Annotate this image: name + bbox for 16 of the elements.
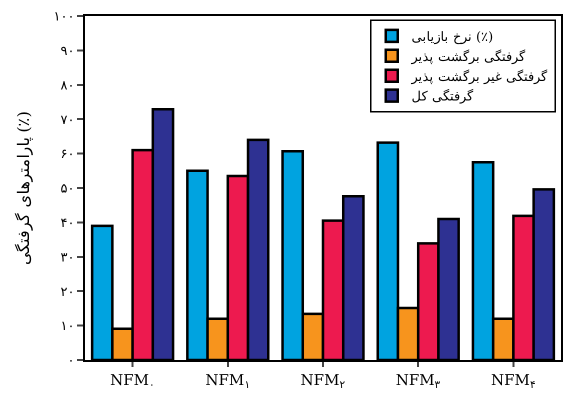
y-tick-label: ۰ — [67, 354, 74, 369]
y-tick-label: ۶۰ — [60, 147, 74, 162]
y-tick-label: ۱۰۰ — [53, 10, 74, 25]
y-tick-label: ۴۰ — [60, 216, 74, 231]
y-tick-label: ۵۰ — [60, 182, 74, 197]
y-tick-label: ۸۰ — [60, 78, 74, 94]
y-axis-title: پارامترهای گرفتگی (٪) — [14, 111, 33, 265]
legend-label: گرفتگی کل — [412, 88, 474, 105]
legend-label: گرفتگی برگشت پذیر — [410, 48, 526, 65]
y-tick-label: ۳۰ — [60, 250, 74, 266]
legend-label: گرفتگی غیر برگشت پذیر — [410, 68, 548, 85]
y-tick-label: ۷۰ — [60, 112, 74, 128]
y-tick-label: ۹۰ — [60, 44, 74, 59]
y-tick-label: ۱۰ — [60, 319, 74, 334]
y-tick-label: ۲۰ — [60, 284, 74, 300]
legend-label: نرخ بازیابی (٪) — [412, 30, 494, 45]
